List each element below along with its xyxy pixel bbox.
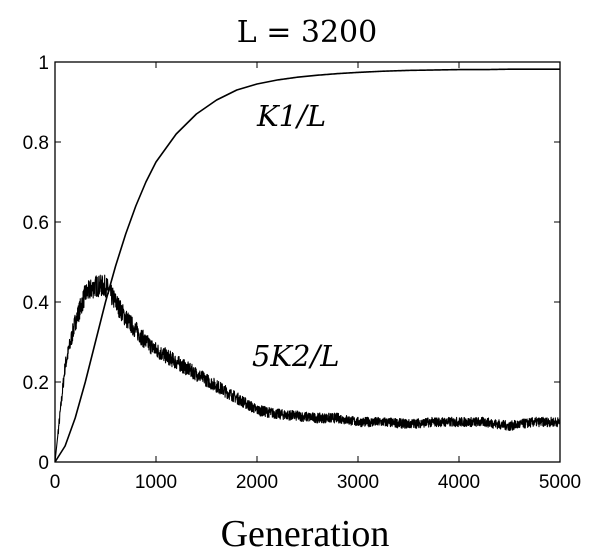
y-tick-label: 0	[38, 453, 49, 474]
series-line-1	[54, 274, 561, 463]
x-axis-label: Generation	[221, 513, 390, 555]
x-tick-label: 1000	[135, 472, 177, 493]
y-tick-label: 0.2	[23, 373, 49, 394]
y-tick-label: 0.6	[23, 213, 49, 234]
y-tick-label: 0.8	[23, 133, 49, 154]
series-line-0	[54, 68, 560, 463]
series-annotation: 5K2/L	[252, 339, 340, 373]
annotation-layer: K1/L 5K2/L	[252, 99, 340, 373]
plot-frame	[54, 61, 561, 463]
y-tick-label: 1	[38, 53, 49, 74]
y-tick-label: 0.4	[23, 293, 50, 314]
x-tick-label: 0	[50, 472, 61, 493]
x-tick-label: 4000	[438, 472, 480, 493]
x-tick-label: 3000	[337, 472, 379, 493]
x-tick-label: 5000	[539, 472, 581, 493]
axis-ticks: 0 1000 2000 3000 4000 5000 0 0.2 0.4 0.6 0.8 1	[23, 53, 582, 493]
series-layer	[54, 68, 561, 463]
chart-title: L = 3200	[237, 15, 377, 50]
series-annotation: K1/L	[256, 99, 326, 133]
x-tick-label: 2000	[236, 472, 278, 493]
